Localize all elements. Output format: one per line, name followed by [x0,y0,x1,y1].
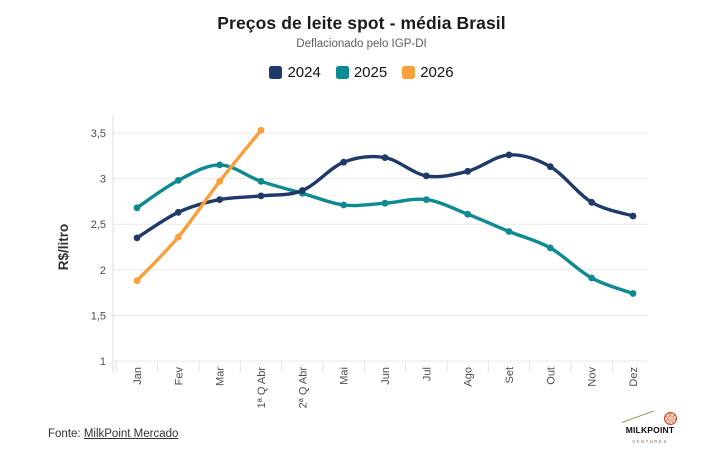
legend-label-2026: 2026 [420,64,454,81]
data-point-2025 [381,199,389,207]
y-tick-label: 1,5 [91,310,106,322]
data-point-2025 [340,201,348,209]
data-point-2025 [133,204,141,212]
legend: 2024 2025 2026 [0,64,723,81]
legend-label-2024: 2024 [287,64,321,81]
chart-title: Preços de leite spot - média Brasil [217,13,506,33]
milkpoint-logo-row: MILKPOINT [621,410,678,438]
data-point-2024 [546,163,554,171]
source-prefix: Fonte: [48,428,84,440]
x-tick-label: Fev [173,367,185,386]
data-point-2024 [422,172,430,180]
legend-item-2024: 2024 [269,64,321,81]
data-point-2025 [546,244,554,252]
data-point-2025 [422,196,430,203]
data-point-2026 [257,126,265,134]
legend-swatch-2024 [269,66,283,79]
data-point-2024 [257,192,265,200]
series-line-2026 [135,128,263,283]
data-point-2026 [174,233,182,241]
data-point-2026 [216,177,224,185]
data-point-2025 [174,177,182,184]
series-line-2025 [135,163,635,296]
line-chart: 1 1,5 2 2,5 3 3,5 Jan Fev Mar 1ª Q Abr 2ª Q Abr Mai… [56,115,648,409]
x-tick-label: Jan [132,367,144,385]
x-tick-label: Jul [421,367,433,381]
data-point-2025 [588,274,596,282]
data-point-2024 [505,151,513,159]
data-point-2025 [629,290,637,297]
legend-item-2025: 2025 [335,64,388,81]
legend-swatch-2026 [402,66,416,79]
y-tick-label: 3 [100,174,106,186]
legend-swatch-2025 [335,66,349,79]
y-tick-label: 2 [100,265,106,277]
data-point-2025 [257,177,265,185]
data-point-2025 [216,161,224,169]
x-tick-label: Mai [339,367,351,385]
logo-text: MILKPOINT [625,425,675,435]
logo-subtext: VENTURES [632,439,668,444]
x-tick-label: 1ª Q Abr [256,367,268,409]
x-tick-label: Out [545,367,557,385]
logo-seal-icon [664,412,678,425]
y-tick-label: 3,5 [91,128,106,140]
y-tick-label: 1 [100,356,106,368]
y-tick-label: 2,5 [91,219,106,231]
x-tick-label: Nov [587,367,599,387]
data-point-2025 [505,228,513,235]
x-tick-label: Mar [215,367,227,386]
data-point-2025 [464,210,472,218]
milkpoint-logo: MILKPOINT VENTURES [621,410,678,444]
data-point-2026 [133,277,141,285]
data-point-2024 [174,208,182,216]
chart-header: Preços de leite spot - média Brasil Defl… [0,0,723,81]
data-point-2024 [381,154,389,161]
y-axis-title: R$/litro [56,224,71,271]
source-link[interactable]: MilkPoint Mercado [83,428,179,440]
x-tick-label: Dez [628,367,640,387]
data-point-2024 [464,167,472,175]
data-point-2024 [629,212,637,220]
legend-label-2025: 2025 [353,64,388,81]
legend-item-2026: 2026 [402,64,454,81]
x-tick-label: Jun [380,367,392,385]
data-point-2024 [133,234,141,242]
data-point-2024 [216,196,224,203]
x-tick-label: 2ª Q Abr [297,367,309,409]
chart-subtitle: Deflacionado pelo IGP-DI [296,38,427,50]
x-tick-label: Set [504,367,516,384]
data-point-2024 [298,187,306,194]
x-tick-label: Ago [463,367,475,387]
source-note: Fonte: MilkPoint Mercado [48,428,178,440]
data-point-2024 [588,198,596,206]
data-point-2024 [340,158,348,166]
